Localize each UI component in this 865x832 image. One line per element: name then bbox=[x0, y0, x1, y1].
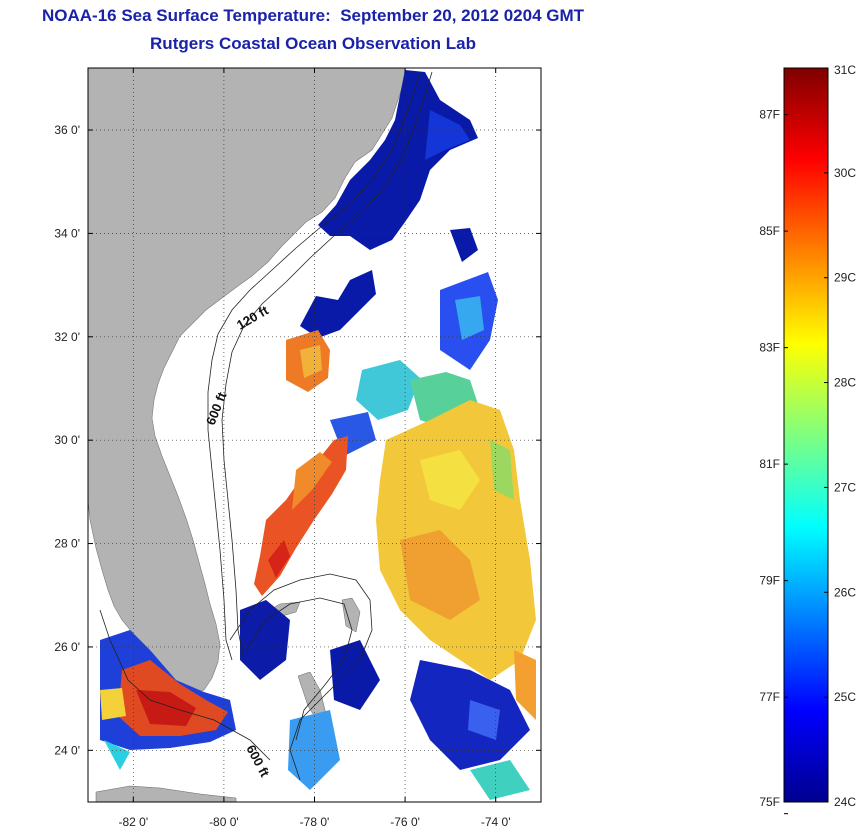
lat-tick-label: 36 0' bbox=[54, 123, 80, 137]
lat-tick-label: 24 0' bbox=[54, 743, 80, 757]
lat-tick-label: 32 0' bbox=[54, 330, 80, 344]
lat-tick-label: 28 0' bbox=[54, 537, 80, 551]
lat-tick-label: 30 0' bbox=[54, 433, 80, 447]
island bbox=[95, 785, 237, 802]
map-title: NOAA-16 Sea Surface Temperature: Septemb… bbox=[41, 6, 585, 25]
bathymetry-contours bbox=[99, 71, 433, 781]
lon-tick-label: -80 0' bbox=[209, 815, 239, 829]
lat-tick-label: 26 0' bbox=[54, 640, 80, 654]
lon-tick-label: -78 0' bbox=[300, 815, 330, 829]
axis-ticks: -82 0' -80 0' -78 0' -76 0' -74 0' 24 0' 26 0'… bbox=[54, 68, 541, 829]
lon-tick-label: -74 0' bbox=[481, 815, 511, 829]
lon-tick-label: -82 0' bbox=[118, 815, 148, 829]
island bbox=[341, 597, 361, 633]
sst-data-layer bbox=[100, 70, 536, 800]
lat-tick-label: 34 0' bbox=[54, 226, 80, 240]
lon-tick-label: -76 0' bbox=[390, 815, 420, 829]
map-subtitle: Rutgers Coastal Ocean Observation Lab bbox=[150, 34, 476, 53]
